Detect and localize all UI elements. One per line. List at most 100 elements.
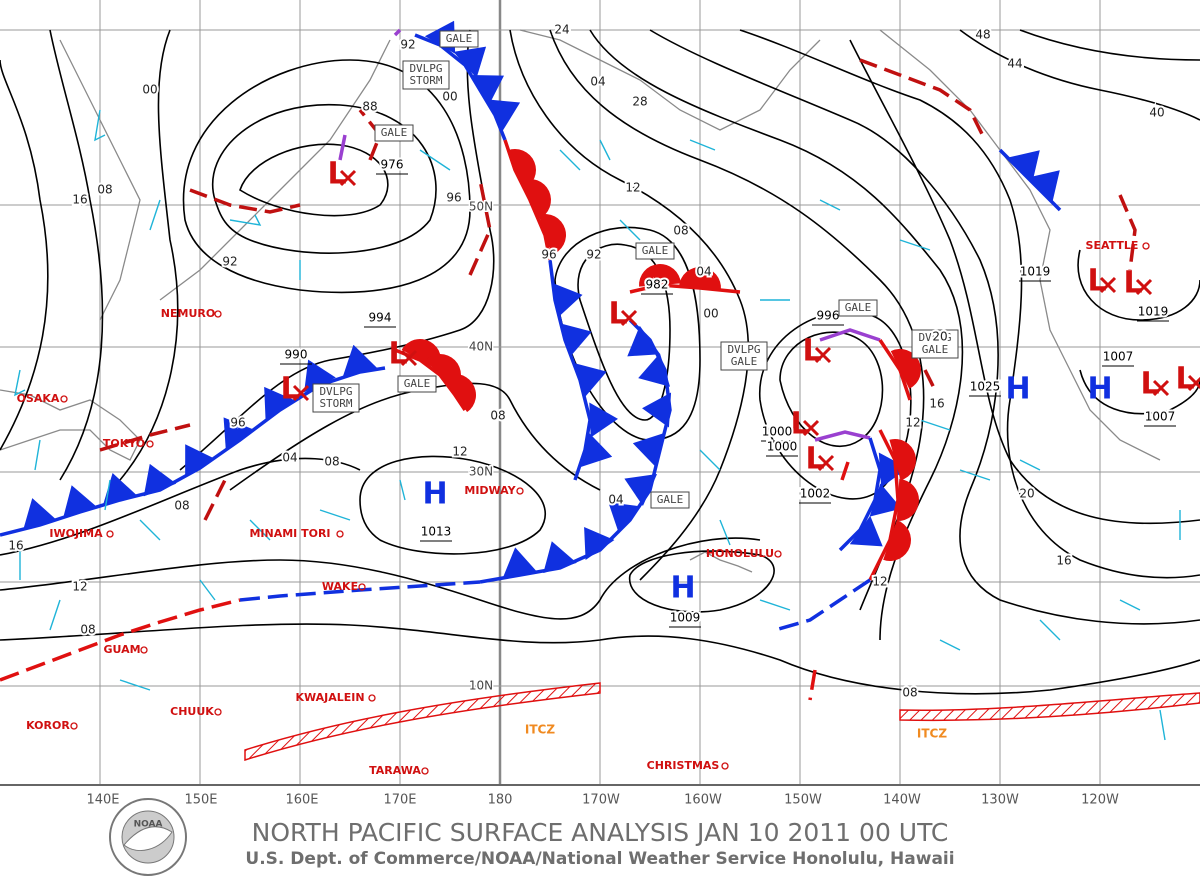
- place-marker: [146, 440, 154, 448]
- isobar-label: 00: [703, 307, 718, 321]
- place-marker: [70, 722, 78, 730]
- isobar-label: 16: [72, 193, 87, 207]
- isobar-label: 04: [696, 265, 711, 279]
- place-label: SEATTLE: [1086, 239, 1139, 252]
- place-label: IWOJIMA: [49, 527, 103, 540]
- place-label: KOROR: [26, 719, 70, 732]
- isobar-label: 08: [490, 409, 505, 423]
- isobar-label: 88: [362, 100, 377, 114]
- warning-label: GALE: [381, 126, 408, 139]
- place-marker: [516, 487, 524, 495]
- isobar-label: 08: [324, 455, 339, 469]
- pressure-value: 976: [381, 158, 404, 172]
- longitude-label: 120W: [1081, 793, 1119, 808]
- pressure-value: 1007: [1103, 350, 1134, 364]
- place-label: OSAKA: [17, 392, 60, 405]
- pressure-value: 1019: [1138, 305, 1169, 319]
- isobar-label: 20: [932, 330, 947, 344]
- place-marker: [368, 694, 376, 702]
- latitude-label: 30N: [469, 465, 493, 479]
- isobar-label: 20: [1019, 487, 1034, 501]
- map-subtitle: U.S. Dept. of Commerce/NOAA/National Wea…: [245, 849, 954, 869]
- isobar-label: 12: [872, 575, 887, 589]
- warning-label: GALE: [446, 32, 473, 45]
- place-label: CHRISTMAS: [647, 759, 720, 772]
- pressure-center-symbol: H: [1087, 372, 1112, 407]
- isobar-label: 44: [1007, 57, 1022, 71]
- pressure-value: 1009: [670, 611, 701, 625]
- isobar-label: 24: [554, 23, 569, 37]
- pressure-value: 982: [646, 278, 669, 292]
- longitude-label: 140E: [86, 793, 119, 808]
- warning-label: GALE: [657, 493, 684, 506]
- isobar-label: 92: [222, 255, 237, 269]
- isobar-label: 96: [230, 416, 245, 430]
- place-label: TARAWA: [369, 764, 421, 777]
- place-marker: [1142, 242, 1150, 250]
- isobar-label: 48: [975, 28, 990, 42]
- pressure-value: 994: [369, 311, 392, 325]
- warning-box: [397, 375, 437, 393]
- low-center-cross: [1152, 379, 1170, 397]
- warning-box: [312, 383, 360, 413]
- itcz-label: ITCZ: [525, 723, 555, 737]
- place-marker: [60, 395, 68, 403]
- pressure-center-symbol: H: [1005, 372, 1030, 407]
- place-marker: [214, 310, 222, 318]
- warning-box: [374, 124, 414, 142]
- warning-label: GALE: [642, 244, 669, 257]
- pressure-value: 996: [817, 309, 840, 323]
- isobar-label: 92: [586, 248, 601, 262]
- isobar-label: 16: [1056, 554, 1071, 568]
- isobar-label: 08: [97, 183, 112, 197]
- isobar-label: 96: [446, 191, 461, 205]
- place-label: HONOLULU: [706, 547, 774, 560]
- pressure-value: 1000: [767, 440, 798, 454]
- warning-box: [402, 60, 450, 90]
- isobar-label: 04: [282, 451, 297, 465]
- warning-label: DVLPG STORM: [319, 385, 352, 410]
- low-center-cross: [817, 454, 835, 472]
- pressure-value: 1000: [762, 425, 793, 439]
- warning-box: [439, 30, 479, 48]
- longitude-label: 130W: [981, 793, 1019, 808]
- isobar-label: 08: [174, 499, 189, 513]
- longitude-label: 180: [488, 793, 513, 808]
- warning-box: [635, 242, 675, 260]
- isobar-label: 00: [142, 83, 157, 97]
- pressure-value: 1013: [421, 525, 452, 539]
- pressure-value: 1025: [970, 380, 1001, 394]
- place-marker: [421, 767, 429, 775]
- latitude-label: 40N: [469, 340, 493, 354]
- isobar-label: 12: [905, 416, 920, 430]
- map-title: NORTH PACIFIC SURFACE ANALYSIS JAN 10 20…: [252, 818, 949, 847]
- warning-label: GALE: [404, 377, 431, 390]
- low-center-cross: [292, 384, 310, 402]
- pressure-center-symbol: H: [422, 477, 447, 512]
- isobar-label: 08: [902, 686, 917, 700]
- place-marker: [106, 530, 114, 538]
- longitude-label: 150E: [184, 793, 217, 808]
- pressure-value: 1007: [1145, 410, 1176, 424]
- place-marker: [774, 550, 782, 558]
- isobar-label: 12: [625, 181, 640, 195]
- warning-label: DVLPG GALE: [918, 331, 951, 356]
- low-center-cross: [620, 309, 638, 327]
- longitude-label: 160E: [285, 793, 318, 808]
- place-label: NEMURO: [161, 307, 215, 320]
- isobar-label: 04: [590, 75, 605, 89]
- place-marker: [140, 646, 148, 654]
- low-center-cross: [339, 169, 357, 187]
- longitude-label: 150W: [784, 793, 822, 808]
- itcz-label: ITCZ: [917, 727, 947, 741]
- place-label: CHUUK: [170, 705, 214, 718]
- warning-label: DVLPG GALE: [727, 343, 760, 368]
- warning-box: [720, 341, 768, 371]
- isobar-label: 04: [608, 493, 623, 507]
- isobar-label: 96: [541, 248, 556, 262]
- isobar-label: 16: [8, 539, 23, 553]
- place-label: WAKE: [322, 580, 358, 593]
- place-label: GUAM: [103, 643, 140, 656]
- place-label: KWAJALEIN: [295, 691, 364, 704]
